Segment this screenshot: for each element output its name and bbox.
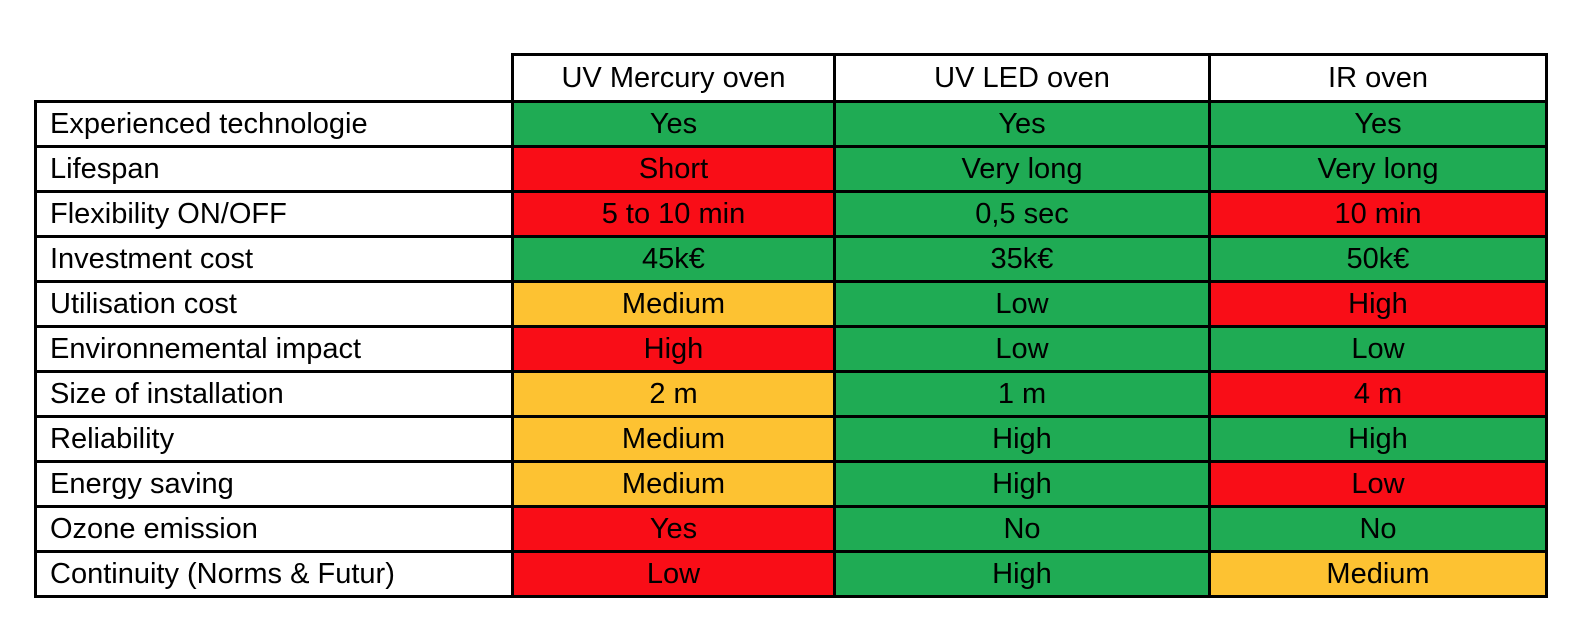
- table-row: Investment cost 45k€ 35k€ 50k€: [34, 235, 1548, 283]
- table-row: Environnemental impact High Low Low: [34, 325, 1548, 373]
- table-row: Continuity (Norms & Futur) Low High Medium: [34, 550, 1548, 598]
- rating-cell-medium: Medium: [1208, 550, 1548, 598]
- corner-empty-cell: [36, 55, 513, 102]
- rating-cell-medium: Medium: [511, 415, 836, 463]
- table-row: Reliability Medium High High: [34, 415, 1548, 463]
- row-label: Utilisation cost: [34, 280, 514, 328]
- rating-cell-bad: 5 to 10 min: [511, 190, 836, 238]
- table-row: Utilisation cost Medium Low High: [34, 280, 1548, 328]
- row-label: Lifespan: [34, 145, 514, 193]
- table-row: Energy saving Medium High Low: [34, 460, 1548, 508]
- rating-cell-good: Low: [833, 280, 1211, 328]
- rating-cell-bad: 4 m: [1208, 370, 1548, 418]
- row-label: Reliability: [34, 415, 514, 463]
- rating-cell-good: No: [1208, 505, 1548, 553]
- row-label: Experienced technologie: [34, 100, 514, 148]
- rating-cell-good: High: [833, 415, 1211, 463]
- rating-cell-good: 1 m: [833, 370, 1211, 418]
- row-label: Flexibility ON/OFF: [34, 190, 514, 238]
- rating-cell-good: 50k€: [1208, 235, 1548, 283]
- rating-cell-bad: 10 min: [1208, 190, 1548, 238]
- table-row: Ozone emission Yes No No: [34, 505, 1548, 553]
- rating-cell-good: High: [833, 550, 1211, 598]
- oven-comparison-table: UV Mercury oven UV LED oven IR oven Expe…: [34, 53, 1548, 598]
- row-label: Ozone emission: [34, 505, 514, 553]
- rating-cell-bad: Yes: [511, 505, 836, 553]
- rating-cell-medium: Medium: [511, 460, 836, 508]
- row-label: Energy saving: [34, 460, 514, 508]
- row-label: Size of installation: [34, 370, 514, 418]
- rating-cell-good: Very long: [833, 145, 1211, 193]
- rating-cell-good: High: [1208, 415, 1548, 463]
- rating-cell-good: 35k€: [833, 235, 1211, 283]
- rating-cell-bad: Low: [511, 550, 836, 598]
- rating-cell-good: Low: [833, 325, 1211, 373]
- rating-cell-bad: Low: [1208, 460, 1548, 508]
- row-label: Environnemental impact: [34, 325, 514, 373]
- rating-cell-good: Very long: [1208, 145, 1548, 193]
- rating-cell-good: Yes: [511, 100, 836, 148]
- row-label: Investment cost: [34, 235, 514, 283]
- table-header: UV Mercury oven UV LED oven IR oven: [36, 53, 1548, 103]
- rating-cell-bad: Short: [511, 145, 836, 193]
- column-header-uv-led-oven: UV LED oven: [833, 53, 1211, 103]
- rating-cell-good: Yes: [833, 100, 1211, 148]
- rating-cell-good: 0,5 sec: [833, 190, 1211, 238]
- rating-cell-medium: Medium: [511, 280, 836, 328]
- table-row: Experienced technologie Yes Yes Yes: [34, 100, 1548, 148]
- rating-cell-good: No: [833, 505, 1211, 553]
- rating-cell-medium: 2 m: [511, 370, 836, 418]
- table-row: Flexibility ON/OFF 5 to 10 min 0,5 sec 10 m…: [34, 190, 1548, 238]
- rating-cell-bad: High: [1208, 280, 1548, 328]
- rating-cell-good: 45k€: [511, 235, 836, 283]
- rating-cell-good: High: [833, 460, 1211, 508]
- table-body: Experienced technologie Yes Yes Yes Lifespan…: [34, 100, 1548, 598]
- rating-cell-bad: High: [511, 325, 836, 373]
- header-row: UV Mercury oven UV LED oven IR oven: [36, 53, 1548, 103]
- row-label: Continuity (Norms & Futur): [34, 550, 514, 598]
- rating-cell-good: Yes: [1208, 100, 1548, 148]
- column-header-uv-mercury-oven: UV Mercury oven: [511, 53, 836, 103]
- column-header-ir-oven: IR oven: [1208, 53, 1548, 103]
- rating-cell-good: Low: [1208, 325, 1548, 373]
- table-row: Lifespan Short Very long Very long: [34, 145, 1548, 193]
